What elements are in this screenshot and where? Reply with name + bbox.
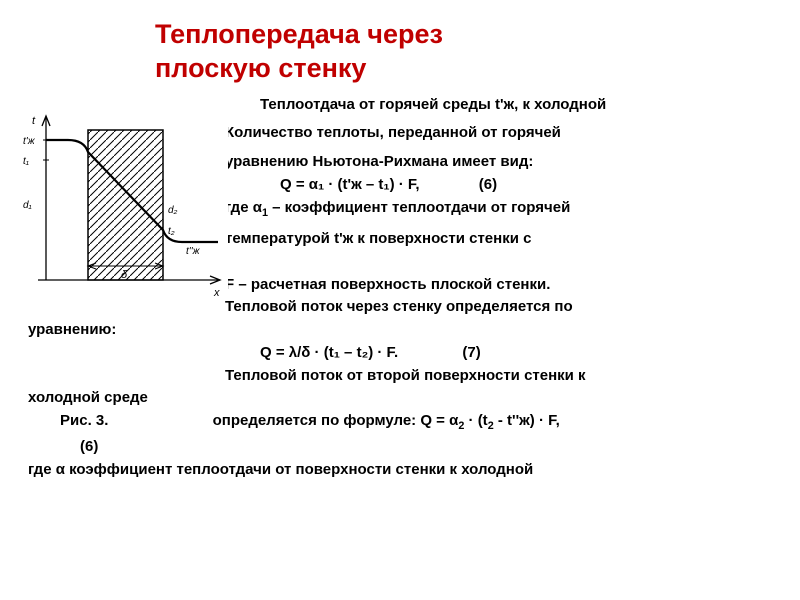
p5: температурой t'ж к поверхности стенки с — [225, 228, 790, 250]
p9: уравнению: — [28, 319, 790, 341]
svg-text:t'ж: t'ж — [23, 136, 36, 147]
svg-text:t''ж: t''ж — [186, 246, 201, 257]
wall-diagram: t x t'ж t₁ d₁ d₂ t₂ t''ж — [18, 108, 228, 300]
p7: F – расчетная поверхность плоской стенки… — [225, 274, 790, 296]
eq6: Q = α₁ · (t'ж – t₁) · F, — [280, 176, 420, 193]
p8: Тепловой поток через стенку определяется… — [225, 296, 790, 318]
eq6-line: Q = α₁ · (t'ж – t₁) · F, (6) — [280, 174, 790, 196]
slide: Теплопередача через плоскую стенку t x — [0, 0, 800, 600]
p3: уравнению Ньютона-Рихмана имеет вид: — [225, 151, 790, 173]
fig-row: Рис. 3. определяется по формуле: Q = α2 … — [10, 410, 790, 435]
svg-text:d₂: d₂ — [168, 205, 178, 216]
fig-label: Рис. 3. — [60, 412, 108, 429]
p4: где α1 – коэффициент теплоотдачи от горя… — [225, 197, 790, 222]
title-line1: Теплопередача через — [155, 18, 790, 52]
p13: (6) — [80, 436, 790, 458]
eq7-line: Q = λ/δ · (t₁ – t₂) · F. (7) — [260, 342, 790, 364]
eq6-num: (6) — [479, 174, 497, 196]
p10: Тепловой поток от второй поверхности сте… — [225, 365, 790, 387]
p1: Теплоотдача от горячей среды t'ж, к холо… — [260, 94, 790, 116]
eq7: Q = λ/δ · (t₁ – t₂) · F. — [260, 344, 398, 361]
svg-text:δ: δ — [121, 269, 128, 281]
diagram-svg: t x t'ж t₁ d₁ d₂ t₂ t''ж — [18, 108, 228, 300]
p11: холодной среде — [28, 387, 790, 409]
title-line2: плоскую стенку — [155, 52, 790, 86]
svg-text:t: t — [32, 115, 36, 127]
p2: Количество теплоты, переданной от горяче… — [225, 122, 790, 144]
eq7-num: (7) — [462, 342, 480, 364]
svg-text:t₂: t₂ — [168, 226, 175, 237]
p12: определяется по формуле: Q = α2 · (t2 - … — [213, 412, 560, 429]
title-block: Теплопередача через плоскую стенку — [155, 18, 790, 86]
svg-text:d₁: d₁ — [23, 200, 32, 211]
svg-text:x: x — [213, 287, 220, 299]
p14: где α коэффициент теплоотдачи от поверхн… — [28, 459, 790, 481]
svg-text:t₁: t₁ — [23, 156, 29, 167]
